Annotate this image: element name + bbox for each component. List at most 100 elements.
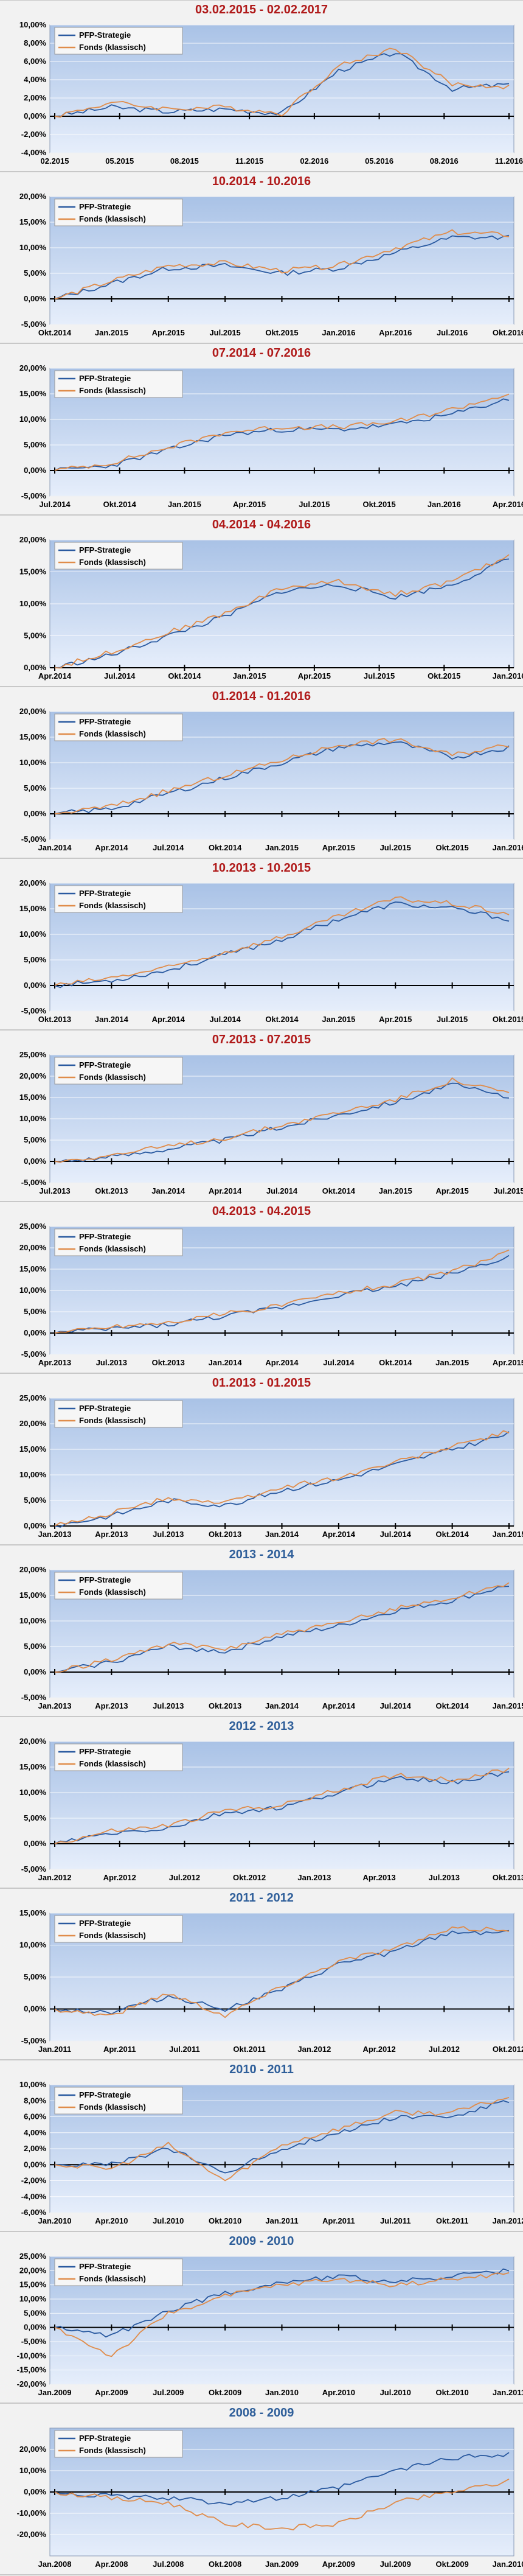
chart-title: 2008 - 2009	[229, 2406, 294, 2420]
y-tick-label: 8,00%	[24, 38, 46, 47]
x-tick-label: Jul.2008	[153, 2560, 184, 2569]
y-tick-label: 15,00%	[19, 904, 47, 913]
x-tick-label: Apr.2013	[362, 1873, 395, 1882]
y-tick-label: 0,00%	[24, 981, 46, 990]
legend: PFP-Strategie Fonds (klassisch)	[54, 2087, 183, 2115]
chart-panel: 04.2013 - 04.2015 -5,00% 0,00% 5,00% 10,00% 1…	[0, 1202, 523, 1373]
chart-title: 10.2013 - 10.2015	[212, 861, 311, 875]
chart-panel: 2012 - 2013 -5,00% 0,00% 5,00% 10,00% 15,00% 2…	[0, 1717, 523, 1888]
x-tick-label: Okt.2014	[168, 671, 201, 681]
x-tick-label: Jan.2014	[151, 1186, 185, 1195]
legend: PFP-Strategie Fonds (klassisch)	[54, 885, 183, 913]
chart-svg: 0,00% 5,00% 10,00% 15,00% 20,00% Apr.2014 Jul.…	[19, 535, 523, 681]
x-tick-label: Apr.2011	[103, 2045, 136, 2054]
legend-box	[54, 1572, 183, 1600]
x-tick-label: Jul.2009	[153, 2388, 184, 2397]
x-tick-label: Apr.2015	[322, 843, 355, 852]
x-tick-label: Apr.2014	[38, 671, 72, 681]
x-tick-label: Okt.2013	[95, 1186, 128, 1195]
y-tick-label: -5,00%	[21, 835, 47, 844]
y-tick-label: 15,00%	[19, 1762, 47, 1771]
x-tick-label: Jan.2011	[493, 2388, 523, 2397]
legend: PFP-Strategie Fonds (klassisch)	[54, 1572, 183, 1600]
y-tick-label: -10,00%	[17, 2508, 47, 2518]
x-tick-label: Okt.2013	[38, 1015, 71, 1024]
chart-panel: 2011 - 2012 -5,00% 0,00% 5,00% 10,00% 15,00% J…	[0, 1888, 523, 2060]
chart-svg: -6,00% -4,00% -2,00% 0,00% 2,00% 4,00% 6,00% 8,…	[19, 2080, 523, 2225]
y-tick-label: 5,00%	[24, 631, 46, 640]
y-tick-label: 0,00%	[24, 2487, 46, 2496]
y-tick-label: -5,00%	[21, 1864, 47, 1874]
y-tick-label: 10,00%	[19, 2466, 47, 2475]
x-tick-label: Apr.2010	[95, 2216, 128, 2225]
x-tick-label: Apr.2010	[322, 2388, 355, 2397]
legend-label: PFP-Strategie	[79, 1575, 131, 1584]
y-tick-label: 20,00%	[19, 707, 47, 716]
x-tick-label: Jul.2015	[380, 843, 411, 852]
chart-svg: -5,00% 0,00% 5,00% 10,00% 15,00% 20,00% Okt.20…	[19, 878, 523, 1024]
legend-label: Fonds (klassisch)	[79, 729, 146, 738]
x-tick-label: Jan.2016	[493, 671, 523, 681]
x-tick-label: Jan.2015	[322, 1015, 355, 1024]
chart-panel: 2009 - 2010 -20,00% -15,00% -10,00% -5,00% 0,…	[0, 2231, 523, 2403]
legend-label: PFP-Strategie	[79, 2262, 131, 2271]
y-tick-label: 2,00%	[24, 2144, 46, 2153]
x-tick-label: Jul.2010	[153, 2216, 184, 2225]
x-tick-label: Jul.2013	[153, 1530, 184, 1539]
y-tick-label: 10,00%	[19, 599, 47, 608]
x-tick-label: Jul.2013	[39, 1186, 70, 1195]
legend-label: Fonds (klassisch)	[79, 1073, 146, 1082]
x-tick-label: Jul.2010	[380, 2388, 411, 2397]
y-tick-label: 15,00%	[19, 567, 47, 576]
series-line-fonds-klassisch	[54, 47, 510, 118]
y-tick-label: 10,00%	[19, 1788, 47, 1797]
x-tick-label: 11.2015	[235, 156, 263, 166]
series-line-fonds-klassisch	[54, 2096, 510, 2182]
legend: PFP-Strategie Fonds (klassisch)	[54, 1915, 183, 1943]
y-tick-label: 10,00%	[19, 758, 47, 767]
x-tick-label: Jul.2014	[153, 843, 184, 852]
x-tick-label: 08.2015	[170, 156, 199, 166]
x-tick-label: Apr.2014	[265, 1358, 299, 1367]
y-tick-label: 20,00%	[19, 1565, 47, 1574]
chart-panel: 2010 - 2011 -6,00% -4,00% -2,00% 0,00% 2,00% 4…	[0, 2060, 523, 2231]
x-tick-label: 02.2016	[300, 156, 328, 166]
series-line-fonds-klassisch	[54, 229, 510, 299]
legend-box	[54, 1228, 183, 1256]
x-tick-label: Okt.2015	[362, 500, 395, 509]
y-tick-label: 5,00%	[24, 955, 46, 964]
x-tick-label: Jan.2013	[297, 1873, 331, 1882]
chart-svg: -5,00% 0,00% 5,00% 10,00% 15,00% 20,00% Jan.20…	[19, 1737, 523, 1882]
y-tick-label: 15,00%	[19, 389, 47, 398]
series-line-fonds-klassisch	[54, 1768, 510, 1844]
y-tick-label: 15,00%	[19, 1908, 47, 1917]
legend-label: Fonds (klassisch)	[79, 558, 146, 567]
x-tick-label: Jul.2015	[299, 500, 330, 509]
series-line-fonds-klassisch	[54, 1430, 510, 1527]
x-tick-label: Apr.2008	[95, 2560, 128, 2569]
y-tick-label: -5,00%	[21, 491, 47, 500]
legend-box	[54, 2087, 183, 2115]
series-line-fonds-klassisch	[54, 554, 510, 669]
x-tick-label: Okt.2012	[493, 2045, 523, 2054]
x-tick-label: Apr.2015	[493, 1358, 523, 1367]
x-tick-label: Jan.2015	[95, 328, 128, 337]
x-tick-label: Apr.2009	[95, 2388, 128, 2397]
y-tick-label: 0,00%	[24, 1839, 46, 1848]
x-tick-label: 02.2015	[41, 156, 69, 166]
y-tick-label: 2,00%	[24, 93, 46, 102]
x-tick-label: Okt.2013	[209, 1701, 241, 1710]
y-tick-label: 0,00%	[24, 1157, 46, 1166]
x-tick-label: Jan.2015	[379, 1186, 412, 1195]
x-tick-label: Okt.2010	[209, 2216, 241, 2225]
x-tick-label: Okt.2015	[428, 671, 460, 681]
x-tick-label: Jul.2015	[364, 671, 395, 681]
y-tick-label: 0,00%	[24, 466, 46, 475]
y-tick-label: 15,00%	[19, 732, 47, 741]
series-line-fonds-klassisch	[54, 1249, 510, 1334]
y-tick-label: -15,00%	[17, 2365, 47, 2375]
y-tick-label: 10,00%	[19, 1114, 47, 1123]
x-tick-label: Apr.2014	[209, 1186, 242, 1195]
x-tick-label: Okt.2014	[38, 328, 72, 337]
y-tick-label: 0,00%	[24, 2004, 46, 2014]
